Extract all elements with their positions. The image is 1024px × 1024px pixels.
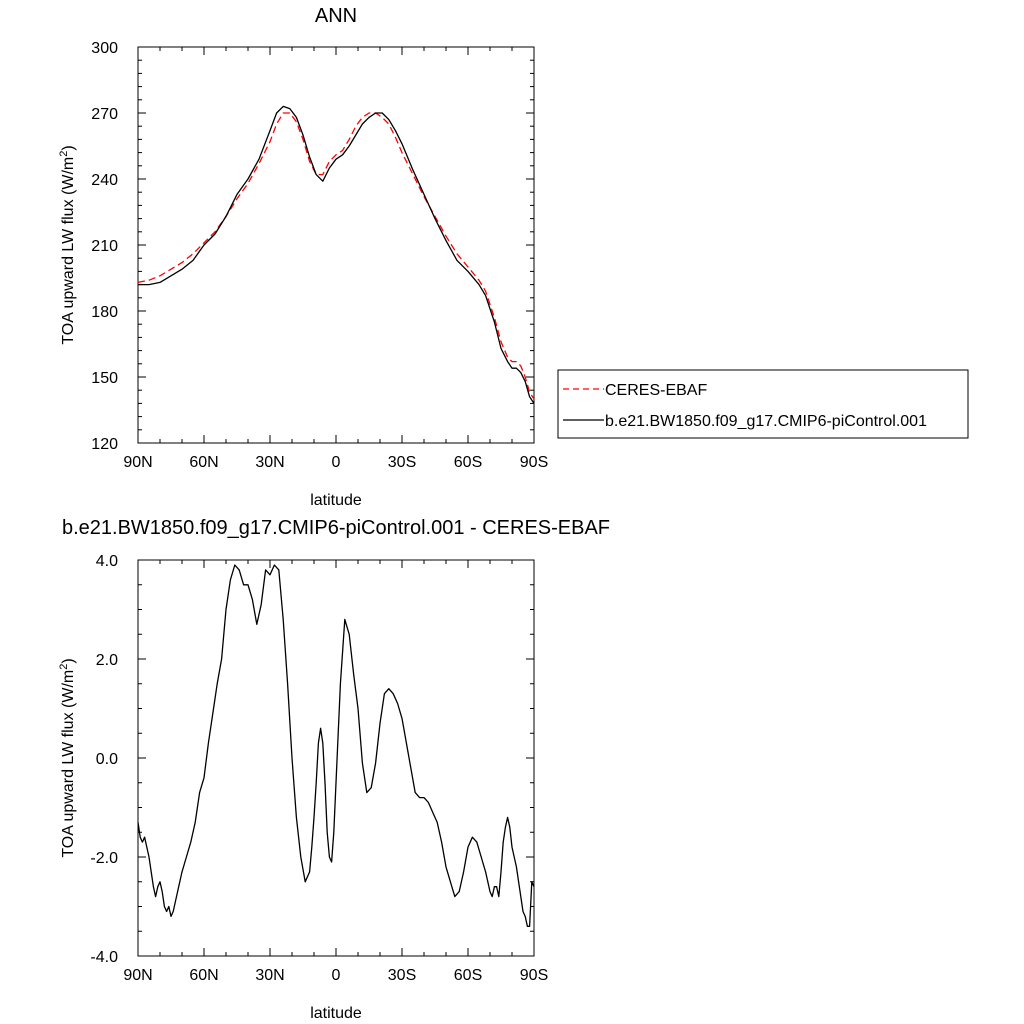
x-tick-label: 60S: [454, 967, 482, 984]
x-tick-label: 90S: [520, 967, 548, 984]
plot-area: 90N 60N 30N 0 30S 60S 90S 120 150 180 210 240 270 300: [91, 40, 548, 471]
y-axis-label-tail: ): [60, 658, 77, 663]
x-tick-label: 60N: [189, 454, 218, 471]
y-tick-label: 120: [91, 436, 118, 453]
series-line-1: [138, 105, 535, 404]
series-line-0: [137, 112, 535, 400]
y-tick-label: 210: [91, 238, 118, 255]
y-tick-label: 2.0: [96, 652, 118, 669]
x-tick-label: 30S: [388, 967, 416, 984]
plot-area: 90N 60N 30N 0 30S 60S 90S -4.0 -2.0 0.0 2.0 4.0: [90, 553, 548, 984]
x-axis-label: latitude: [310, 1005, 362, 1022]
y-axis-label-main: TOA upward LW flux (W/m: [60, 670, 77, 858]
x-tick-label: 30N: [255, 967, 284, 984]
panel-annual: ANN 90N 60N 30N 0 30S 60S 90S 120 150 180 210 240 27…: [58, 5, 548, 509]
x-tick-label: 60N: [189, 967, 218, 984]
y-tick-label: 150: [91, 370, 118, 387]
x-tick-label: 90N: [123, 454, 152, 471]
y-axis-label: TOA upward LW flux (W/m2): [58, 658, 77, 857]
y-axis-label-main: TOA upward LW flux (W/m: [60, 157, 77, 345]
panel-difference: b.e21.BW1850.f09_g17.CMIP6-piControl.001…: [58, 517, 610, 1022]
y-tick-label: -2.0: [90, 850, 118, 867]
plot-frame: [137, 559, 535, 957]
y-axis-label-tail: ): [60, 145, 77, 150]
legend: CERES-EBAF b.e21.BW1850.f09_g17.CMIP6-pi…: [557, 369, 969, 439]
x-tick-label: 30N: [255, 454, 284, 471]
y-tick-label: 240: [91, 172, 118, 189]
y-tick-label: 270: [91, 106, 118, 123]
y-axis-label-sup: 2: [58, 151, 70, 157]
chart-title: b.e21.BW1850.f09_g17.CMIP6-piControl.001…: [62, 517, 610, 539]
legend-box: [557, 369, 969, 439]
x-tick-label: 0: [332, 454, 341, 471]
y-tick-label: 300: [91, 40, 118, 57]
x-tick-label: 0: [332, 967, 341, 984]
y-tick-label: -4.0: [90, 949, 118, 966]
x-axis-label: latitude: [310, 492, 362, 509]
y-tick-label: 180: [91, 304, 118, 321]
legend-label-ceres: CERES-EBAF: [605, 382, 707, 399]
x-tick-label: 30S: [388, 454, 416, 471]
legend-label-model: b.e21.BW1850.f09_g17.CMIP6-piControl.001: [605, 413, 927, 430]
chart-title: ANN: [315, 5, 357, 27]
y-axis-label: TOA upward LW flux (W/m2): [58, 145, 77, 344]
x-tick-label: 60S: [454, 454, 482, 471]
x-tick-label: 90S: [520, 454, 548, 471]
x-tick-label: 90N: [123, 967, 152, 984]
y-axis-label-sup: 2: [58, 664, 70, 670]
plot-frame: [137, 46, 535, 444]
y-tick-label: 0.0: [96, 751, 118, 768]
series-line-0: [137, 564, 535, 927]
y-tick-label: 4.0: [96, 553, 118, 570]
